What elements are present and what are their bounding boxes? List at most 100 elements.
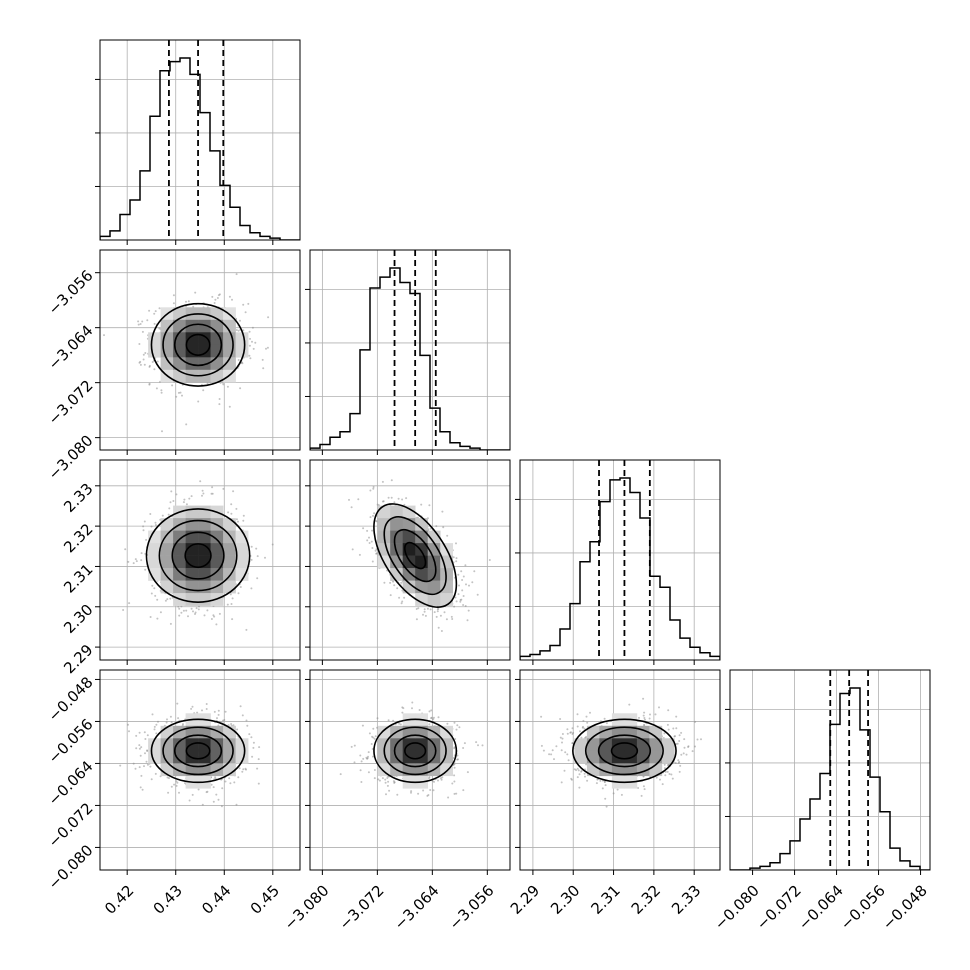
density-cell (415, 593, 428, 606)
sample-point (198, 605, 200, 608)
sample-point (175, 784, 178, 787)
sample-point (372, 486, 375, 488)
sample-point (230, 723, 233, 725)
sample-point (217, 709, 220, 712)
sample-point (252, 746, 255, 749)
density-cell (235, 568, 249, 581)
sample-point (185, 300, 187, 303)
sample-point (461, 589, 464, 592)
sample-point (202, 492, 205, 495)
contour-0 (404, 742, 427, 760)
sample-point (453, 780, 456, 783)
sample-point (424, 614, 427, 617)
density-cell (402, 580, 416, 594)
sample-point (371, 547, 374, 549)
contour-3 (150, 718, 246, 784)
sample-point (197, 400, 200, 403)
sample-point (159, 611, 162, 614)
sample-point (153, 322, 156, 325)
sample-point (190, 607, 193, 610)
sample-point (138, 744, 141, 747)
sample-point (169, 597, 172, 600)
panel-frame (519, 459, 721, 661)
density-cell (415, 518, 428, 531)
sample-point (170, 721, 173, 724)
contour-1 (171, 531, 225, 580)
sample-point (229, 593, 232, 596)
density-cell (198, 369, 211, 383)
sample-point (390, 479, 393, 482)
sample-point (359, 754, 362, 757)
sample-point (458, 726, 461, 729)
sample-point (389, 594, 392, 597)
sample-point (367, 771, 370, 774)
density-cell (235, 344, 249, 358)
sample-point (218, 293, 221, 296)
sample-point (250, 587, 253, 590)
sample-point (455, 560, 458, 563)
sample-point (170, 490, 173, 493)
sample-point (242, 768, 245, 771)
sample-point (161, 514, 164, 517)
sample-point (141, 330, 144, 333)
sample-point (430, 709, 433, 712)
sample-point (216, 717, 218, 720)
panel-frame (99, 39, 301, 241)
density-cell (185, 319, 199, 333)
density-cell (210, 332, 224, 346)
sample-point (164, 599, 167, 602)
sample-point (443, 611, 446, 614)
sample-point (649, 713, 651, 716)
sample-point (182, 609, 185, 612)
sample-point (211, 295, 214, 298)
density-cell (160, 319, 174, 333)
sample-point (232, 490, 235, 493)
sample-point (178, 614, 181, 617)
density-cell (427, 580, 441, 594)
sample-point (122, 609, 125, 611)
sample-point (156, 598, 159, 601)
sample-point (167, 513, 170, 516)
sample-point (210, 618, 213, 620)
sample-point (367, 755, 369, 758)
contour-2 (383, 516, 447, 596)
density-cell (148, 344, 161, 358)
panel-content (122, 480, 274, 631)
density-cell (223, 319, 236, 333)
sample-point (410, 790, 413, 793)
sample-point (458, 584, 460, 587)
sample-point (241, 770, 244, 773)
sample-point (137, 320, 140, 323)
sample-point (376, 726, 379, 729)
sample-point (422, 789, 425, 792)
sample-point (205, 703, 208, 705)
sample-point (402, 707, 405, 710)
panel-frame (309, 669, 511, 871)
sample-point (381, 777, 384, 780)
panel-content (348, 479, 491, 632)
sample-point (244, 311, 247, 314)
sample-point (213, 302, 216, 304)
density-cell (160, 543, 174, 556)
sample-point (157, 720, 159, 723)
sample-point (150, 778, 153, 781)
sample-point (249, 357, 252, 360)
sample-point (376, 717, 379, 720)
sample-point (153, 312, 156, 315)
density-cell (235, 530, 249, 544)
sample-point (168, 777, 170, 780)
sample-point (386, 784, 389, 787)
sample-point (475, 741, 478, 744)
sample-point (462, 575, 465, 578)
sample-point (612, 792, 615, 795)
panel-content (540, 697, 702, 808)
sample-point (124, 548, 127, 551)
sample-point (119, 764, 122, 767)
density-cell (198, 593, 211, 606)
sample-point (154, 772, 157, 775)
contour-3 (373, 503, 458, 608)
sample-point (228, 295, 231, 298)
sample-point (377, 778, 380, 781)
sample-point (351, 548, 354, 551)
sample-point (227, 724, 230, 727)
